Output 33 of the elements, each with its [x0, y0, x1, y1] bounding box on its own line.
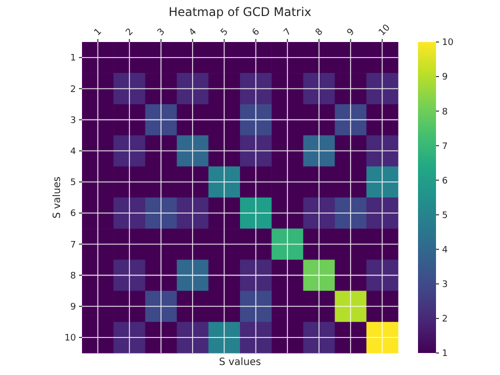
y-tick-label: 3	[70, 116, 76, 126]
y-tick-label: 6	[70, 209, 76, 220]
y-axis-title: S values	[52, 176, 63, 219]
x-axis-title: S values	[218, 357, 262, 368]
color-bar-label: 10	[442, 38, 454, 48]
color-bar-label: 3	[442, 280, 448, 290]
color-bar-label: 2	[442, 314, 448, 325]
x-tick-label: 8	[314, 26, 326, 38]
y-tick-label: 10	[64, 334, 76, 344]
color-bar-label: 6	[442, 176, 448, 186]
color-bar-label: 1	[442, 349, 448, 360]
y-tick-label: 2	[70, 84, 76, 95]
x-tick-label: 4	[188, 26, 199, 38]
y-tick-label: 8	[70, 271, 76, 282]
color-bar-label: 5	[442, 210, 448, 221]
color-bar-label: 9	[442, 72, 448, 83]
x-tick-label: 7	[282, 26, 294, 38]
y-tick-label: 4	[70, 147, 76, 157]
x-tick-label: 3	[156, 26, 168, 38]
chart-title: Heatmap of GCD Matrix	[168, 5, 312, 19]
color-bar-label: 8	[442, 107, 448, 118]
x-tick-label: 2	[124, 26, 136, 38]
x-tick-label: 9	[346, 26, 357, 38]
x-tick-label: 5	[219, 26, 230, 38]
y-tick-label: 9	[70, 302, 76, 312]
x-tick-label: 1	[92, 26, 104, 38]
color-bar-label: 4	[442, 245, 448, 256]
y-tick-label: 7	[70, 240, 76, 250]
x-tick-label: 10	[377, 22, 393, 38]
color-bar-label: 7	[442, 142, 448, 152]
x-tick-label: 6	[250, 26, 262, 38]
y-tick-label: 5	[70, 178, 76, 188]
y-tick-label: 1	[70, 54, 76, 64]
